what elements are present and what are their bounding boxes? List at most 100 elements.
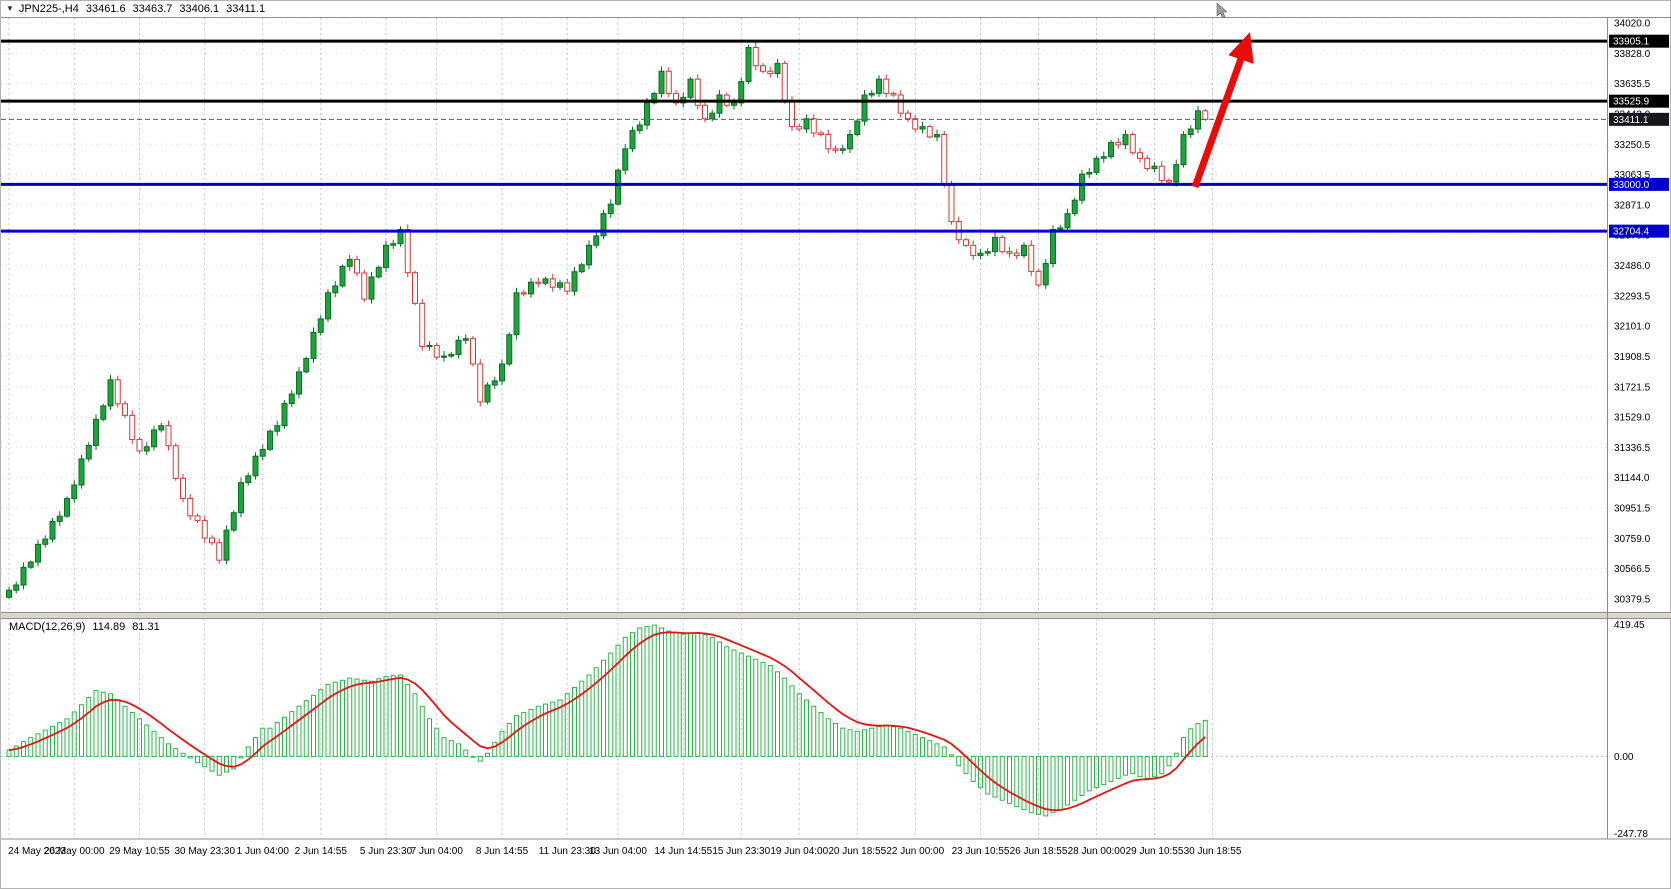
trend-arrow-head[interactable] xyxy=(1228,32,1254,64)
macd-histogram-bar xyxy=(463,749,469,757)
macd-histogram-bar xyxy=(934,743,940,757)
candle-body xyxy=(1093,157,1100,174)
candle-body xyxy=(629,130,636,150)
candle-body xyxy=(963,239,969,246)
time-axis-label: 22 Jun 00:00 xyxy=(886,846,944,857)
trend-arrow-shaft[interactable] xyxy=(1191,54,1246,189)
price-level-badge xyxy=(1609,34,1669,48)
macd-histogram-bar xyxy=(833,722,838,757)
candle-body xyxy=(1013,252,1020,257)
candle-body xyxy=(462,338,469,341)
macd-histogram-bar xyxy=(419,705,425,757)
macd-histogram-bar xyxy=(862,729,867,757)
macd-histogram-bar xyxy=(898,727,904,757)
price-level-badge-text: 33525.9 xyxy=(1613,97,1650,108)
macd-histogram-bar xyxy=(253,737,258,757)
macd-histogram-bar xyxy=(789,685,795,757)
macd-histogram-bar xyxy=(927,740,933,757)
candle-body xyxy=(78,458,85,486)
macd-histogram-bar xyxy=(731,649,737,757)
candle-body xyxy=(520,292,527,295)
symbol-marker-icon: ▼ xyxy=(6,4,14,13)
macd-histogram-bar xyxy=(1159,755,1165,775)
candle-body xyxy=(977,252,984,257)
macd-histogram-bar xyxy=(688,632,693,757)
macd-histogram-bar xyxy=(804,699,809,757)
candle-body xyxy=(230,512,237,531)
macd-histogram-bar xyxy=(666,630,672,757)
candle-body xyxy=(288,393,295,405)
candle-body xyxy=(694,78,701,106)
candle-body xyxy=(549,278,556,288)
candle-body xyxy=(1187,128,1194,136)
macd-histogram-bar xyxy=(13,745,19,757)
macd-histogram-bar xyxy=(405,683,411,757)
candle-body xyxy=(499,363,505,382)
candle-body xyxy=(223,529,230,561)
price-tick-label: 34020.0 xyxy=(1614,19,1651,30)
macd-histogram-bar xyxy=(550,701,556,757)
candle-body xyxy=(310,331,317,359)
price-level-badge-text: 32704.4 xyxy=(1613,227,1650,238)
macd-histogram-bar xyxy=(477,755,483,762)
candle-body xyxy=(1071,199,1078,215)
candle-body xyxy=(1064,213,1071,229)
candle-body xyxy=(1035,270,1042,286)
candle-body xyxy=(1100,156,1107,159)
candle-body xyxy=(992,236,998,253)
macd-histogram-bar xyxy=(195,755,200,764)
candle-body xyxy=(665,70,672,94)
macd-histogram-bar xyxy=(999,755,1005,801)
time-axis-label: 14 Jun 14:55 xyxy=(654,846,712,857)
macd-histogram-bar xyxy=(767,665,773,757)
time-axis-label: 15 Jun 23:30 xyxy=(712,846,770,857)
candle-body xyxy=(346,259,353,267)
macd-histogram-bar xyxy=(506,722,512,757)
candle-body xyxy=(876,78,882,94)
candle-body xyxy=(281,403,288,427)
macd-histogram-bar xyxy=(376,678,382,757)
candle-body xyxy=(1173,164,1180,183)
macd-histogram-bar xyxy=(383,676,389,757)
candle-body xyxy=(890,92,897,96)
candle-body xyxy=(861,94,868,122)
candle-body xyxy=(1158,165,1165,181)
macd-histogram-bar xyxy=(796,693,802,757)
candle-body xyxy=(426,344,433,348)
candle-body xyxy=(42,538,49,545)
candle-body xyxy=(557,282,563,288)
macd-histogram-bar xyxy=(57,722,63,757)
candle-body xyxy=(194,515,201,522)
candle-body xyxy=(883,78,890,94)
candle-body xyxy=(586,244,592,266)
candle-body xyxy=(354,259,360,274)
macd-histogram-bar xyxy=(854,730,860,757)
candle-body xyxy=(107,379,114,407)
macd-histogram-bar xyxy=(1043,755,1049,817)
candle-body xyxy=(129,414,136,440)
macd-histogram-bar xyxy=(1021,755,1027,811)
candle-body xyxy=(158,425,165,431)
candle-body xyxy=(905,112,911,120)
candle-body xyxy=(245,475,252,484)
time-axis-label: 23 Jun 10:55 xyxy=(952,846,1010,857)
pane-divider-handle[interactable] xyxy=(1,613,1671,618)
macd-histogram-bar xyxy=(1144,755,1150,779)
macd-histogram-bar xyxy=(876,726,882,757)
candle-body xyxy=(1050,228,1056,264)
macd-histogram-bar xyxy=(274,722,280,757)
candle-body xyxy=(303,357,310,373)
candle-body xyxy=(1202,110,1209,120)
candle-body xyxy=(731,102,737,106)
time-axis-label: 24 May 2023 xyxy=(8,846,66,857)
candle-body xyxy=(397,228,404,245)
ohlc-low-value: 33406.1 xyxy=(179,3,220,15)
candle-body xyxy=(658,70,665,94)
candle-body xyxy=(1042,262,1049,286)
candle-body xyxy=(839,148,846,151)
candle-body xyxy=(825,134,832,150)
candle-body xyxy=(404,228,411,274)
macd-histogram-bar xyxy=(601,659,606,757)
macd-histogram-bar xyxy=(1130,755,1136,775)
